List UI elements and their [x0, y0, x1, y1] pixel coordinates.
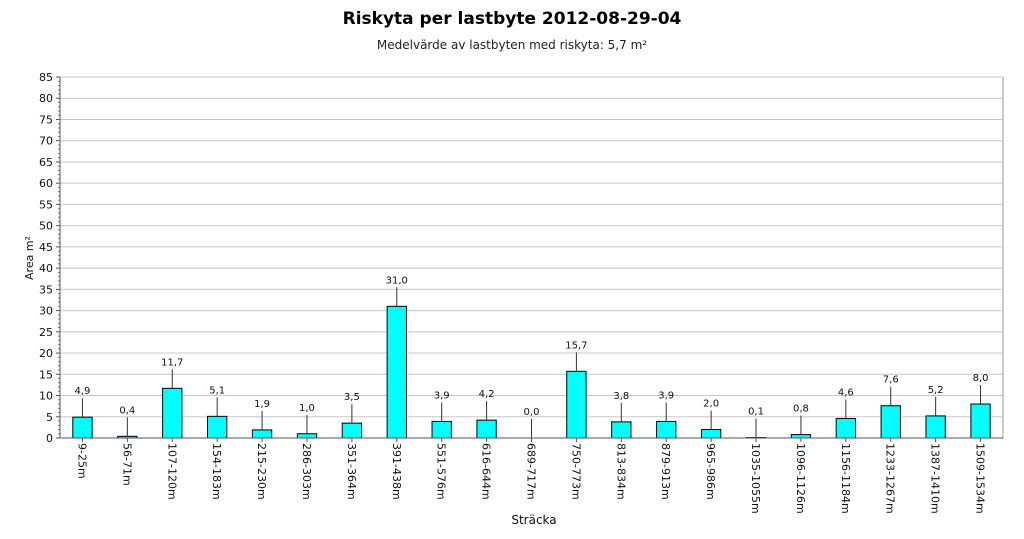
y-axis-label: Area m² — [23, 236, 36, 280]
y-tick-label: 65 — [39, 156, 53, 169]
data-label: 7,6 — [883, 375, 899, 386]
bar — [970, 403, 991, 439]
x-tick-label: 1156-1184m — [839, 443, 852, 514]
data-label: 15,7 — [565, 340, 587, 351]
x-tick-label: 689-717m — [525, 443, 538, 500]
data-label: 5,2 — [928, 385, 944, 396]
y-tick-label: 55 — [39, 198, 53, 211]
bar — [611, 421, 632, 439]
bar — [925, 415, 946, 439]
x-axis: 9-25m 56-71m 107-120m 154-183m 215-230m 286-3… — [60, 437, 1003, 514]
bar — [476, 419, 497, 439]
y-tick-label: 85 — [39, 71, 53, 84]
y-tick-label: 80 — [39, 92, 53, 105]
bar — [341, 422, 363, 439]
x-tick-label: 551-576m — [435, 443, 448, 500]
bar — [296, 433, 318, 439]
y-tick-label: 60 — [39, 177, 53, 190]
y-tick-label: 45 — [39, 241, 53, 254]
y-tick-label: 10 — [39, 390, 53, 403]
bar — [700, 429, 722, 439]
bars — [72, 305, 991, 439]
y-axis: 0 5 10 15 20 25 30 35 40 45 50 55 60 65 70 75 80 85 — [39, 71, 61, 445]
y-tick-label: 70 — [39, 135, 53, 148]
data-label: 4,2 — [479, 389, 495, 400]
x-tick-label: 215-230m — [255, 443, 268, 500]
data-label: 2,0 — [703, 399, 719, 410]
data-label: 1,0 — [299, 403, 315, 414]
bar — [566, 370, 587, 439]
y-tick-label: 50 — [39, 220, 53, 233]
x-tick-label: 107-120m — [165, 443, 178, 500]
data-label: 3,9 — [658, 390, 674, 401]
data-label: 11,7 — [161, 357, 183, 368]
x-tick-label: 813-834m — [614, 443, 627, 500]
x-tick-label: 616-644m — [480, 443, 493, 500]
data-label: 1,9 — [254, 399, 270, 410]
x-tick-label: 391-438m — [390, 443, 403, 500]
y-tick-label: 35 — [39, 283, 53, 296]
x-tick-label: 965-986m — [704, 443, 717, 500]
y-tick-label: 40 — [39, 262, 53, 275]
data-label: 0,0 — [524, 407, 540, 418]
bar — [162, 387, 183, 439]
bar — [386, 305, 407, 439]
grid-lines — [59, 76, 1004, 439]
data-label: 3,5 — [344, 392, 360, 403]
bar — [251, 429, 273, 439]
x-tick-label: 154-183m — [210, 443, 223, 500]
data-label: 0,4 — [119, 405, 135, 416]
bar — [880, 405, 901, 439]
data-label: 8,0 — [973, 373, 989, 384]
x-tick-label: 1387-1410m — [929, 443, 942, 514]
bar — [656, 420, 677, 439]
x-tick-label: 9-25m — [75, 443, 88, 479]
data-label: 3,8 — [613, 391, 629, 402]
data-label: 31,0 — [386, 275, 408, 286]
x-tick-label: 1096-1126m — [794, 443, 807, 514]
bar — [431, 420, 452, 439]
x-tick-label: 879-913m — [659, 443, 672, 500]
x-axis-label: Sträcka — [511, 513, 556, 527]
y-tick-label: 5 — [46, 411, 53, 424]
x-tick-label: 750-773m — [569, 443, 582, 500]
data-label: 4,9 — [74, 386, 90, 397]
chart-subtitle: Medelvärde av lastbyten med riskyta: 5,7… — [376, 38, 648, 52]
data-labels: 4,9 0,4 11,7 5,1 1,9 1,0 3,5 31,0 3,9 4,2 0,0 15,7 3… — [74, 275, 989, 438]
chart-title: Riskyta per lastbyte 2012-08-29-04 — [342, 9, 682, 29]
bar — [790, 434, 812, 439]
plot-area — [59, 76, 1004, 439]
bar — [72, 416, 93, 439]
data-label: 4,6 — [838, 387, 854, 398]
y-tick-label: 15 — [39, 368, 53, 381]
y-tick-label: 75 — [39, 113, 53, 126]
y-tick-label: 30 — [39, 305, 53, 318]
data-label: 3,9 — [434, 390, 450, 401]
x-tick-label: 286-303m — [300, 443, 313, 500]
y-tick-label: 0 — [46, 432, 53, 445]
bar — [207, 415, 228, 439]
x-tick-label: 351-364m — [345, 443, 358, 500]
x-tick-label: 1233-1267m — [884, 443, 897, 514]
bar — [835, 417, 856, 439]
x-tick-label: 56-71m — [120, 443, 133, 486]
data-label: 0,1 — [748, 407, 764, 418]
x-tick-label: 1509-1534m — [974, 443, 987, 514]
y-tick-label: 20 — [39, 347, 53, 360]
y-tick-label: 25 — [39, 326, 53, 339]
x-tick-label: 1035-1055m — [749, 443, 762, 514]
data-label: 0,8 — [793, 404, 809, 415]
data-label: 5,1 — [209, 385, 225, 396]
